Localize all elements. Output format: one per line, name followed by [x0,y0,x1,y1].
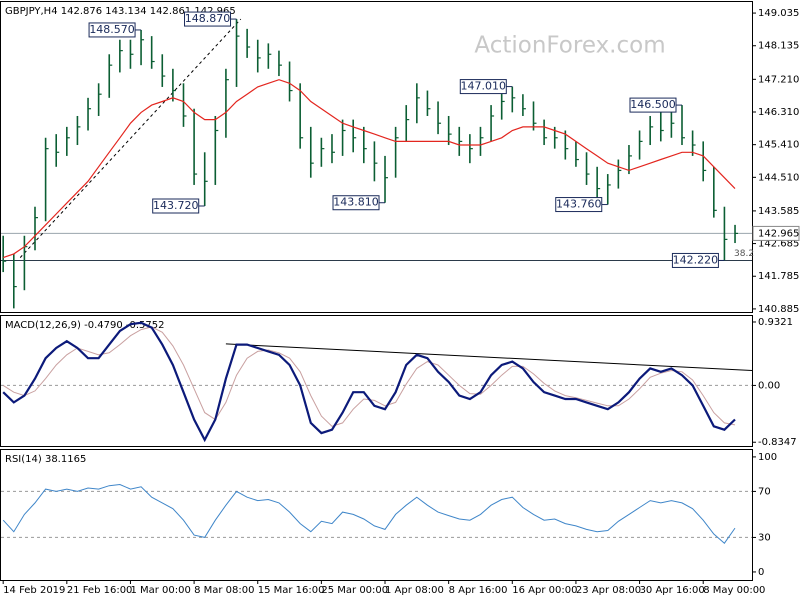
x-tick-label: 8 Mar 08:00 [194,585,254,596]
x-tick-label: 30 Apr 16:00 [640,585,705,596]
macd-trend-line [225,343,753,371]
watermark: ActionForex.com [474,33,665,59]
macd-pane [0,315,753,447]
pane-title: MACD(12,26,9) -0.4790 -0.5752 [5,320,165,331]
annotation-label: 143.720 [153,199,199,212]
annotation-box [555,197,603,213]
annotation-box [459,79,507,95]
y-tick-label: -0.8347 [758,437,797,448]
x-tick-label: 15 Mar 16:00 [258,585,325,596]
x-tick-label: 14 Feb 2019 [3,585,65,596]
annotation-label: 148.570 [89,23,135,36]
annotation-label: 146.500 [630,98,676,111]
pane-title: GBPJPY,H4 142.876 143.134 142.861 142.96… [5,6,236,17]
y-tick-label: 149.035 [758,8,799,19]
pane-title: RSI(14) 38.1165 [5,454,86,465]
last-price-box [752,225,800,241]
annotation-label: 147.010 [461,80,507,93]
last-price-label: 142.965 [758,228,799,239]
price-pane [0,1,753,313]
y-tick-label: 0.00 [758,380,780,391]
annotation-box [184,11,232,27]
annotation-label: 148.870 [185,12,231,25]
y-tick-label: 70 [758,486,771,497]
macd-line [2,321,736,443]
y-tick-label: 146.310 [758,107,799,118]
x-tick-label: 1 Apr 08:00 [385,585,444,596]
fib-label: 38.2 [734,249,754,259]
y-tick-label: 0 [758,567,764,578]
rsi-line [2,483,736,544]
y-tick-label: 147.210 [758,74,799,85]
y-tick-label: 143.585 [758,206,799,217]
x-tick-label: 21 Feb 16:00 [67,585,133,596]
y-tick-label: 140.885 [758,304,799,315]
annotation-box [152,198,200,214]
moving-average [3,79,736,259]
x-tick-label: 8 May 00:00 [703,585,765,596]
annotation-label: 142.220 [673,253,719,266]
rsi-pane [0,449,753,581]
annotation-box [332,195,380,211]
y-tick-label: 148.135 [758,41,799,52]
y-tick-label: 145.410 [758,140,799,151]
x-tick-label: 1 Mar 00:00 [130,585,190,596]
y-tick-label: 100 [758,452,777,463]
x-tick-label: 25 Mar 00:00 [321,585,388,596]
annotation-box [88,22,136,38]
y-tick-label: 142.685 [758,239,799,250]
trend-line [19,18,242,258]
y-tick-label: 141.785 [758,271,799,282]
x-tick-label: 8 Apr 16:00 [449,585,508,596]
y-tick-label: 0.9321 [758,317,793,328]
annotation-label: 143.810 [333,196,379,209]
x-tick-label: 23 Apr 08:00 [576,585,641,596]
x-tick-label: 16 Apr 00:00 [512,585,577,596]
annotation-box [629,97,677,113]
annotation-label: 143.760 [556,198,602,211]
annotation-box [671,252,719,268]
y-tick-label: 144.510 [758,172,799,183]
y-tick-label: 30 [758,532,771,543]
